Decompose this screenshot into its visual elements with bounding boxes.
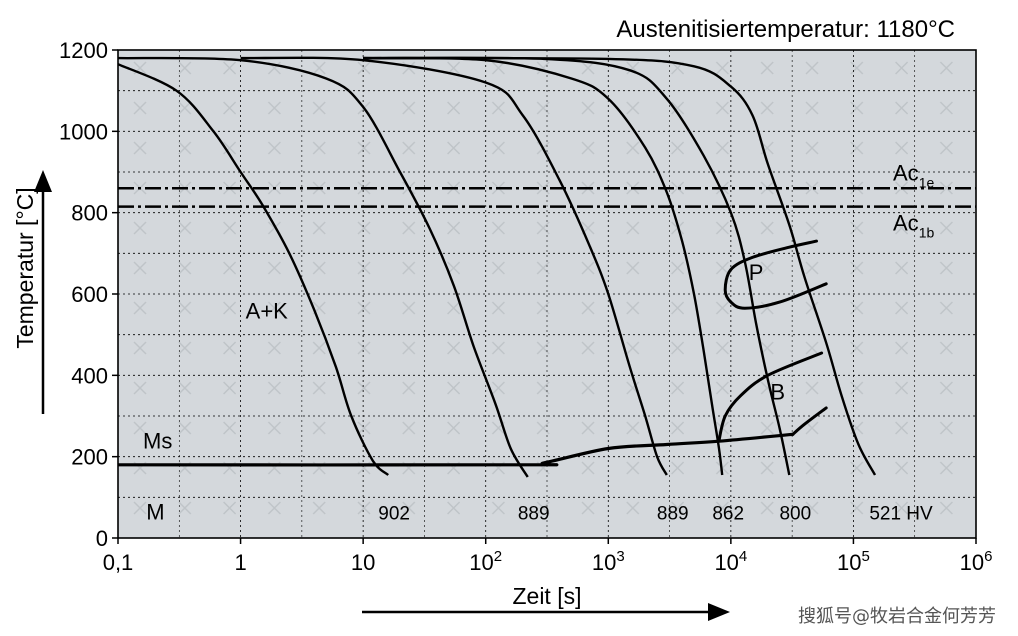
- x-tick-label: 104: [714, 548, 747, 575]
- chart-title: Austenitisiertemperatur: 1180°C: [616, 16, 955, 43]
- y-tick-label: 200: [71, 445, 108, 470]
- watermark: 搜狐号@牧岩合金何芳芳: [798, 606, 996, 627]
- transformation-line-P-1: [723, 239, 828, 310]
- curve-label-2: 889: [518, 504, 550, 525]
- transformation-line-Ms-4: [118, 432, 795, 467]
- cooling-curve-1: [118, 63, 390, 476]
- x-tick-label: 10: [351, 550, 375, 575]
- y-tick-label: 1200: [59, 38, 108, 63]
- y-tick-label: 1000: [59, 119, 108, 144]
- ref-label-Ac1e: Ac1e: [893, 160, 934, 190]
- curve-label-5: 800: [779, 504, 811, 525]
- reference-lines: [118, 187, 976, 208]
- cooling-curves: [118, 56, 877, 478]
- cooling-curve-3: [240, 56, 668, 476]
- y-direction-arrow: [34, 170, 52, 414]
- x-direction-arrow: [362, 603, 730, 621]
- transformation-line-B-3: [791, 406, 828, 436]
- region-label-ak: A+K: [246, 298, 289, 323]
- axis-ticks: 0,1 1 10 102 103 104 105 106 0 200 400 600 800 1000 12…: [59, 38, 992, 575]
- y-axis-label: Temperatur [°C]: [12, 187, 38, 348]
- x-tick-label: 106: [960, 548, 993, 575]
- x-tick-label: 0,1: [103, 550, 134, 575]
- transformation-line-B-2: [717, 351, 824, 442]
- x-tick-label: 103: [592, 548, 625, 575]
- grid: [118, 50, 976, 538]
- y-tick-label: 0: [96, 526, 108, 551]
- y-tick-label: 600: [71, 282, 108, 307]
- curve-label-1: 902: [378, 504, 410, 525]
- x-tick-label: 1: [234, 550, 246, 575]
- region-label-ms: Ms: [143, 429, 172, 454]
- curve-label-6: 521 HV: [869, 504, 933, 525]
- cooling-curve-5: [363, 56, 791, 476]
- x-axis-label: Zeit [s]: [512, 583, 581, 609]
- transformation-lines: [118, 239, 828, 467]
- cooling-curve-6: [363, 56, 877, 476]
- region-label-p: P: [749, 260, 764, 285]
- curve-label-4: 862: [712, 504, 744, 525]
- cooling-curve-2: [118, 56, 529, 478]
- region-label-b: B: [770, 380, 785, 405]
- x-tick-label: 105: [837, 548, 870, 575]
- x-tick-label: 102: [469, 548, 502, 575]
- ref-label-Ac1b: Ac1b: [893, 211, 934, 241]
- y-tick-label: 800: [71, 201, 108, 226]
- region-label-m: M: [146, 500, 164, 525]
- cooling-curve-4: [363, 56, 724, 476]
- y-tick-label: 400: [71, 363, 108, 388]
- curve-label-3: 889: [657, 504, 689, 525]
- chart-labels: A+K P B Ms M 902 889 889 862 800 521 HV Ac1e Ac1b: [143, 160, 934, 524]
